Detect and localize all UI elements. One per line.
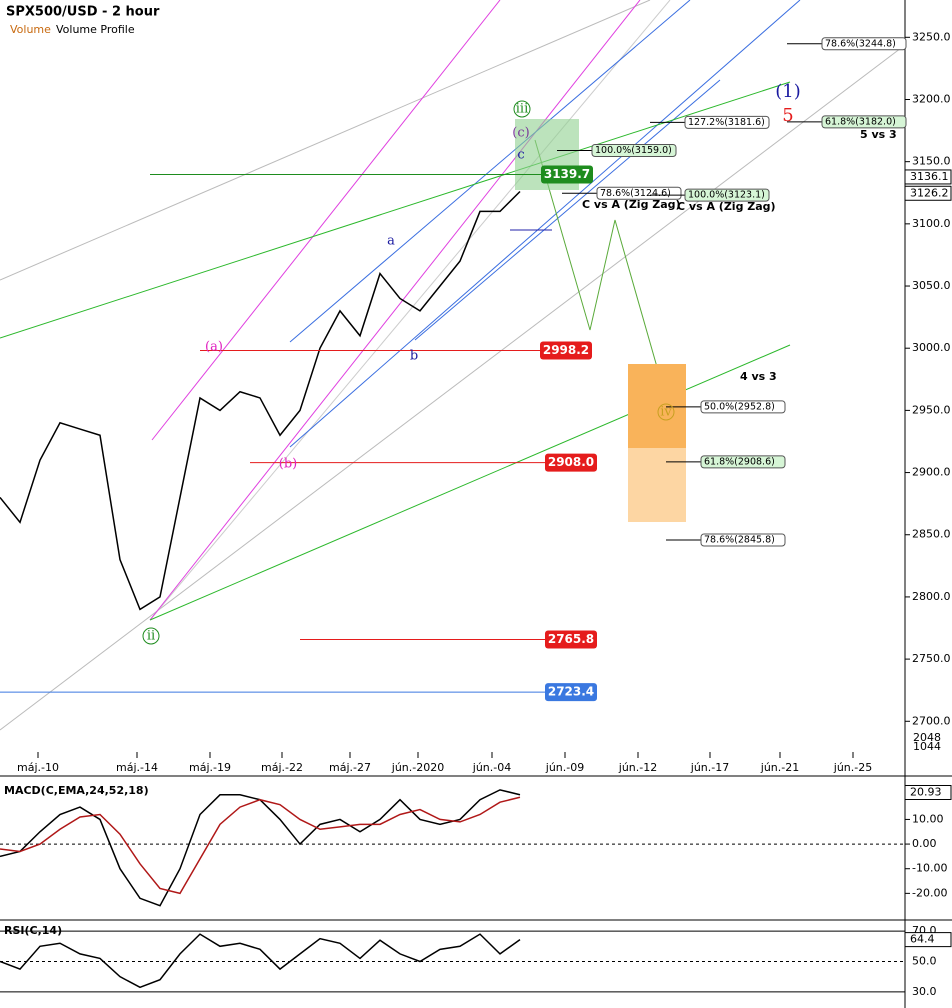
wave-label: (a) xyxy=(205,340,223,355)
y-tick-label: 2900.0 xyxy=(912,466,951,479)
annotation: C vs A (Zig Zag) xyxy=(582,198,681,211)
legend-item: Volume Profile xyxy=(56,23,135,36)
fib-label: 100.0%(3159.0) xyxy=(595,145,672,156)
fib-box xyxy=(700,400,786,414)
level-badge xyxy=(540,341,592,360)
price-line xyxy=(0,796,521,895)
wave-label: (c) xyxy=(512,126,529,141)
y-tick-label: -20.00 xyxy=(912,886,947,899)
wave-label: b xyxy=(410,349,418,364)
fib-box xyxy=(684,188,770,202)
fib-label: 50.0%(2952.8) xyxy=(704,401,775,412)
level-badge xyxy=(545,630,597,649)
level-badge xyxy=(545,683,597,702)
x-tick-label: máj.-14 xyxy=(116,761,158,774)
wave-circle xyxy=(657,403,675,421)
wave-label: ii xyxy=(147,629,155,644)
x-tick-label: máj.-10 xyxy=(17,761,59,774)
wave-circle xyxy=(513,100,531,118)
rsi-badge xyxy=(904,932,952,948)
volume-label: 1044 xyxy=(913,740,941,753)
y-tick-label: 3050.0 xyxy=(912,279,951,292)
pane-title: MACD(C,EMA,24,52,18) xyxy=(4,784,149,797)
annotation: 4 vs 3 xyxy=(740,370,777,383)
fib-label: 61.8%(2908.6) xyxy=(704,456,775,467)
price-line xyxy=(0,190,521,611)
price-badge-label: 3136.1 xyxy=(910,170,949,183)
y-tick-label: 3100.0 xyxy=(912,217,951,230)
price-line xyxy=(0,933,521,989)
level-label: 2723.4 xyxy=(548,685,594,699)
y-tick-label: 2950.0 xyxy=(912,403,951,416)
level-label: 3139.7 xyxy=(544,167,590,181)
x-tick-label: jún.-2020 xyxy=(391,761,444,774)
fib-label: 78.6%(2845.8) xyxy=(704,534,775,545)
pane-title: RSI(C,14) xyxy=(4,924,62,937)
y-tick-label: 10.00 xyxy=(912,812,944,825)
y-tick-label: 0.00 xyxy=(912,837,937,850)
fib-label: 127.2%(3181.6) xyxy=(688,117,765,128)
macd-badge-label: 20.93 xyxy=(910,785,942,798)
wave-label: 5 xyxy=(782,105,793,126)
wave-label: (1) xyxy=(775,81,801,102)
fib-box xyxy=(591,143,677,157)
annotation: C vs A (Zig Zag) xyxy=(677,200,776,213)
price-badge xyxy=(904,169,952,185)
x-tick-label: jún.-04 xyxy=(472,761,511,774)
level-badge xyxy=(545,453,597,472)
y-tick-label: 2750.0 xyxy=(912,652,951,665)
wave-label: (b) xyxy=(279,457,297,472)
y-tick-label: 3250.0 xyxy=(912,30,951,43)
fib-box xyxy=(821,115,907,129)
level-label: 2908.0 xyxy=(548,455,594,469)
wave-label: a xyxy=(387,234,395,249)
chart-title: SPX500/USD - 2 hour xyxy=(6,5,160,20)
y-tick-label: 3200.0 xyxy=(912,92,951,105)
fib-label: 100.0%(3123.1) xyxy=(688,190,765,201)
x-tick-label: máj.-27 xyxy=(329,761,371,774)
x-tick-label: jún.-21 xyxy=(760,761,799,774)
y-tick-label: 30.0 xyxy=(912,985,937,998)
wave-circle xyxy=(142,627,160,645)
fib-box xyxy=(700,533,786,547)
y-tick-label: 2700.0 xyxy=(912,714,951,727)
y-tick-label: 50.0 xyxy=(912,954,937,967)
fib-label: 78.6%(3244.8) xyxy=(825,38,896,49)
level-label: 2765.8 xyxy=(548,632,594,646)
macd-badge xyxy=(904,784,952,800)
x-tick-label: jún.-25 xyxy=(833,761,872,774)
y-tick-label: 2850.0 xyxy=(912,528,951,541)
wave-label: iii xyxy=(516,102,528,117)
fib-label: 61.8%(3182.0) xyxy=(825,116,896,127)
price-badge xyxy=(904,185,952,201)
x-tick-label: jún.-12 xyxy=(618,761,657,774)
fib-box xyxy=(596,186,682,200)
fib-box xyxy=(821,37,907,51)
level-label: 2998.2 xyxy=(543,343,589,357)
annotation: 5 vs 3 xyxy=(860,128,897,141)
x-tick-label: jún.-17 xyxy=(690,761,729,774)
target-zone xyxy=(628,364,686,448)
y-tick-label: 2800.0 xyxy=(912,590,951,603)
rsi-badge-label: 64.4 xyxy=(910,933,935,946)
legend-item: Volume xyxy=(10,23,51,36)
y-tick-label: 3150.0 xyxy=(912,155,951,168)
fib-box xyxy=(700,455,786,469)
price-badge-label: 3126.2 xyxy=(910,186,949,199)
wave-label: iv xyxy=(660,405,672,420)
volume-label: 2048 xyxy=(913,731,941,744)
fib-label: 78.6%(3124.6) xyxy=(600,188,671,199)
y-tick-label: 3000.0 xyxy=(912,341,951,354)
wave-label: c xyxy=(517,148,524,163)
x-tick-label: máj.-19 xyxy=(189,761,231,774)
x-tick-label: jún.-09 xyxy=(545,761,584,774)
target-zone xyxy=(628,448,686,522)
x-tick-label: máj.-22 xyxy=(261,761,303,774)
fib-box xyxy=(684,115,770,129)
y-tick-label: -10.00 xyxy=(912,862,947,875)
level-badge xyxy=(541,165,593,184)
